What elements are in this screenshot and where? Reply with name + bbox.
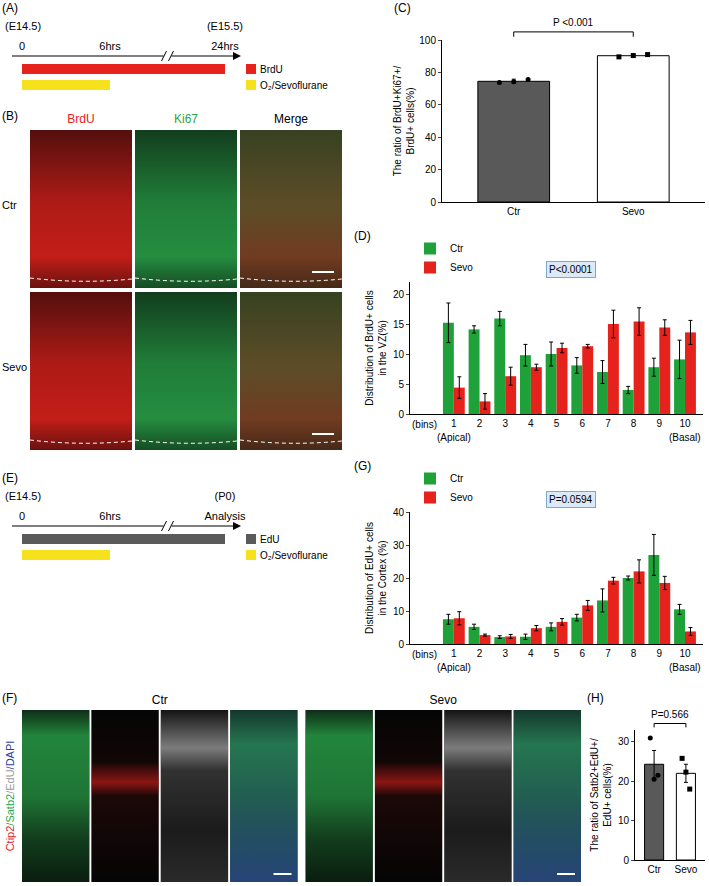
svg-text:Distribution of BrdU+ cellsin: Distribution of BrdU+ cellsin the VZ(%)	[364, 290, 388, 405]
svg-text:Merge: Merge	[274, 112, 308, 126]
svg-text:80: 80	[425, 67, 437, 78]
svg-text:0: 0	[623, 855, 629, 866]
svg-text:0: 0	[398, 639, 404, 650]
svg-text:(E14.5): (E14.5)	[5, 490, 41, 502]
svg-text:1: 1	[451, 648, 457, 659]
svg-text:(P0): (P0)	[215, 490, 236, 502]
svg-text:Ctr: Ctr	[450, 473, 464, 484]
svg-text:Ctr: Ctr	[152, 693, 168, 707]
svg-text:Distribution of EdU+ cellsin t: Distribution of EdU+ cellsin the Cortex …	[364, 522, 388, 634]
svg-text:(E15.5): (E15.5)	[207, 20, 243, 32]
svg-text:3: 3	[502, 648, 508, 659]
svg-text:8: 8	[631, 418, 637, 429]
svg-text:(Apical): (Apical)	[437, 432, 471, 443]
html-text:(H): (H)	[587, 691, 604, 705]
svg-text:6: 6	[579, 648, 585, 659]
svg-text:Ki67: Ki67	[174, 112, 198, 126]
svg-text:1: 1	[451, 418, 457, 429]
svg-text:0: 0	[19, 510, 25, 522]
svg-text:10: 10	[618, 815, 630, 826]
svg-text:BrdU: BrdU	[260, 64, 283, 75]
svg-text:40: 40	[393, 507, 405, 518]
html-text:(G): (G)	[354, 459, 372, 473]
svg-text:9: 9	[657, 648, 663, 659]
svg-text:P<0.0001: P<0.0001	[549, 264, 593, 275]
svg-text:The ratio of BrdU+Ki67+/BrdU+: The ratio of BrdU+Ki67+/BrdU+ cells(%)	[392, 65, 416, 176]
html-text:(E): (E)	[2, 471, 18, 485]
svg-text:6: 6	[579, 418, 585, 429]
svg-text:10: 10	[393, 349, 405, 360]
svg-text:4: 4	[528, 418, 534, 429]
svg-text:9: 9	[657, 418, 663, 429]
svg-text:Sevo: Sevo	[450, 262, 473, 273]
svg-text:Ctr: Ctr	[507, 206, 521, 217]
svg-text:7: 7	[605, 418, 611, 429]
svg-text:Ctip2/Satb2/EdU/DAPI: Ctip2/Satb2/EdU/DAPI	[4, 741, 16, 852]
svg-text:Sevo: Sevo	[450, 492, 473, 503]
svg-text:10: 10	[679, 418, 691, 429]
svg-text:(Apical): (Apical)	[437, 662, 471, 673]
html-text:(B): (B)	[2, 109, 18, 123]
svg-text:Analysis: Analysis	[205, 510, 246, 522]
svg-text:10: 10	[393, 606, 405, 617]
svg-text:5: 5	[554, 648, 560, 659]
svg-text:(bins): (bins)	[412, 419, 437, 430]
svg-text:4: 4	[528, 648, 534, 659]
svg-text:7: 7	[605, 648, 611, 659]
svg-text:Ctr: Ctr	[647, 864, 661, 875]
svg-text:P <0.001: P <0.001	[553, 17, 594, 28]
svg-text:10: 10	[679, 648, 691, 659]
svg-text:(E14.5): (E14.5)	[5, 20, 41, 32]
svg-text:8: 8	[631, 648, 637, 659]
svg-text:P=0.0594: P=0.0594	[549, 494, 593, 505]
html-text:(A): (A)	[2, 1, 18, 15]
svg-text:2: 2	[477, 418, 483, 429]
svg-text:15: 15	[393, 319, 405, 330]
svg-text:60: 60	[425, 99, 437, 110]
svg-text:EdU: EdU	[260, 534, 279, 545]
svg-text:20: 20	[425, 164, 437, 175]
svg-text:20: 20	[393, 573, 405, 584]
svg-text:20: 20	[618, 776, 630, 787]
svg-text:The ratio of Satb2+EdU+/EdU+ c: The ratio of Satb2+EdU+/EdU+ cells(%)	[589, 738, 613, 852]
svg-text:Ctr: Ctr	[450, 243, 464, 254]
svg-text:0: 0	[430, 197, 436, 208]
svg-text:30: 30	[618, 736, 630, 747]
svg-text:O₂/Sevoflurane: O₂/Sevoflurane	[260, 80, 328, 91]
svg-text:Sevo: Sevo	[2, 361, 27, 373]
svg-text:6hrs: 6hrs	[99, 40, 121, 52]
svg-text:3: 3	[502, 418, 508, 429]
html-text:(F): (F)	[2, 691, 18, 705]
svg-text:5: 5	[554, 418, 560, 429]
html-text:(D): (D)	[354, 229, 371, 243]
svg-text:(Basal): (Basal)	[669, 662, 701, 673]
svg-text:0: 0	[19, 40, 25, 52]
svg-text:40: 40	[425, 132, 437, 143]
svg-text:Ctr: Ctr	[2, 199, 17, 211]
svg-text:100: 100	[419, 35, 436, 46]
svg-text:0: 0	[398, 409, 404, 420]
svg-text:Sevo: Sevo	[622, 206, 645, 217]
svg-text:24hrs: 24hrs	[211, 40, 239, 52]
svg-text:6hrs: 6hrs	[99, 510, 121, 522]
svg-text:P=0.566: P=0.566	[651, 709, 689, 720]
svg-text:5: 5	[398, 379, 404, 390]
svg-text:2: 2	[477, 648, 483, 659]
svg-text:20: 20	[393, 289, 405, 300]
svg-text:(bins): (bins)	[412, 649, 437, 660]
svg-text:O₂/Sevoflurane: O₂/Sevoflurane	[260, 550, 328, 561]
svg-text:BrdU: BrdU	[67, 112, 94, 126]
svg-text:Sevo: Sevo	[675, 864, 698, 875]
svg-text:30: 30	[393, 540, 405, 551]
html-text:(C): (C)	[394, 1, 411, 15]
svg-text:(Basal): (Basal)	[669, 432, 701, 443]
svg-text:Sevo: Sevo	[430, 693, 458, 707]
